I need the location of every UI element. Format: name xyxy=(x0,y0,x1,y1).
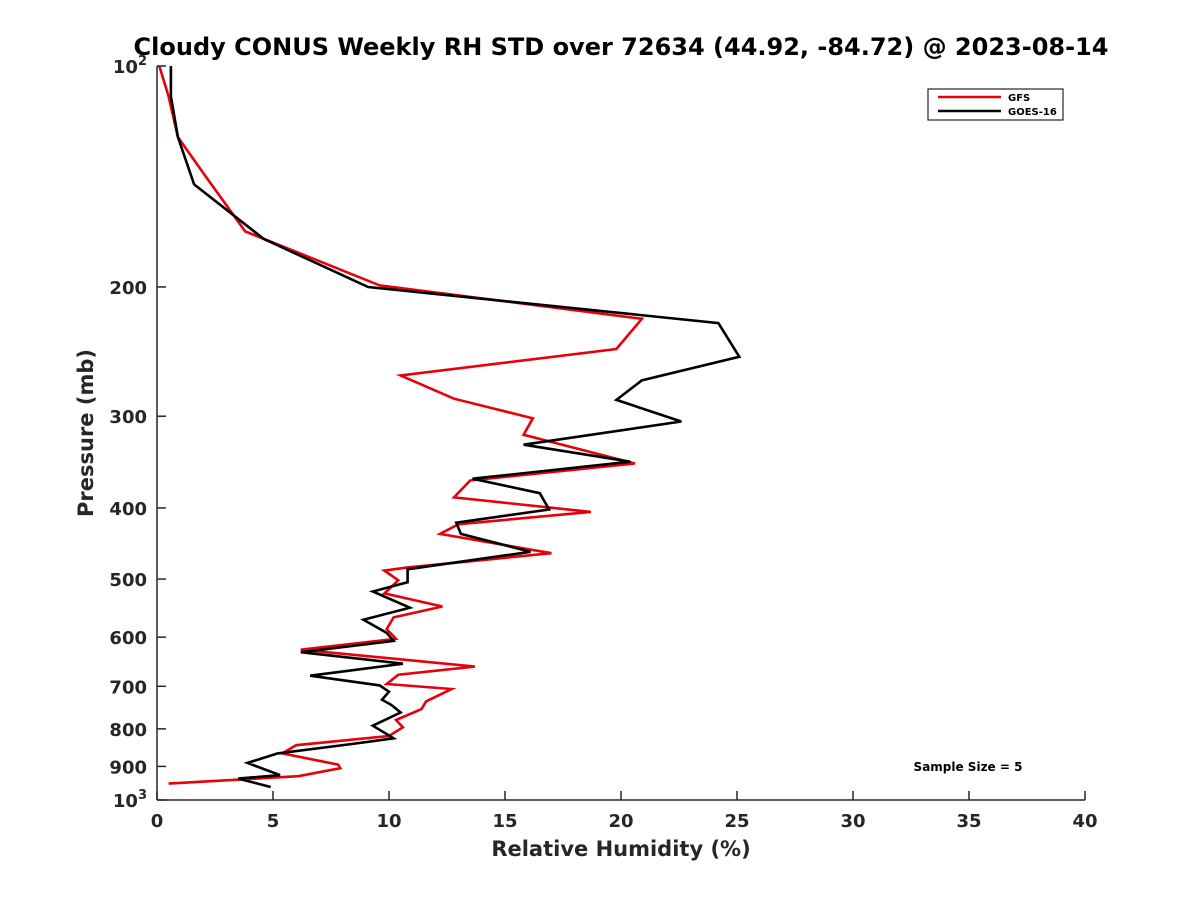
series-line-goes-16 xyxy=(169,66,742,789)
y-tick-label: 200 xyxy=(109,278,147,299)
x-tick-label: 30 xyxy=(840,811,865,832)
x-tick-label: 10 xyxy=(376,811,401,832)
plot-area: 0 5 10 15 20 25 30 35 40 102 200 300 400 500 600 700 800… xyxy=(109,54,1097,832)
legend-box xyxy=(927,88,1064,121)
y-tick-label: 800 xyxy=(109,720,147,741)
series-line-gfs xyxy=(158,65,645,785)
y-tick-label: 600 xyxy=(109,628,147,649)
x-tick-label: 5 xyxy=(267,811,280,832)
y-tick-label: 103 xyxy=(113,788,147,812)
sample-size-annotation: Sample Size = 5 xyxy=(914,760,1023,774)
legend: GFS GOES-16 xyxy=(927,88,1064,121)
x-tick-label: 25 xyxy=(724,811,749,832)
y-tick-label: 102 xyxy=(113,54,147,78)
y-tick-label: 700 xyxy=(109,677,147,698)
x-tick-label: 0 xyxy=(151,811,164,832)
y-tick-label: 900 xyxy=(109,757,147,778)
y-axis-label: Pressure (mb) xyxy=(74,349,98,517)
legend-label-goes-16: GOES-16 xyxy=(1008,107,1057,118)
x-axis-label: Relative Humidity (%) xyxy=(491,837,750,861)
x-tick-label: 40 xyxy=(1072,811,1097,832)
y-tick-label: 400 xyxy=(109,499,147,520)
x-tick-label: 15 xyxy=(492,811,517,832)
x-tick-label: 20 xyxy=(608,811,633,832)
legend-label-gfs: GFS xyxy=(1008,93,1030,104)
y-tick-label: 500 xyxy=(109,570,147,591)
chart-title: Cloudy CONUS Weekly RH STD over 72634 (4… xyxy=(134,33,1109,61)
x-tick-label: 35 xyxy=(956,811,981,832)
y-tick-label: 300 xyxy=(109,407,147,428)
